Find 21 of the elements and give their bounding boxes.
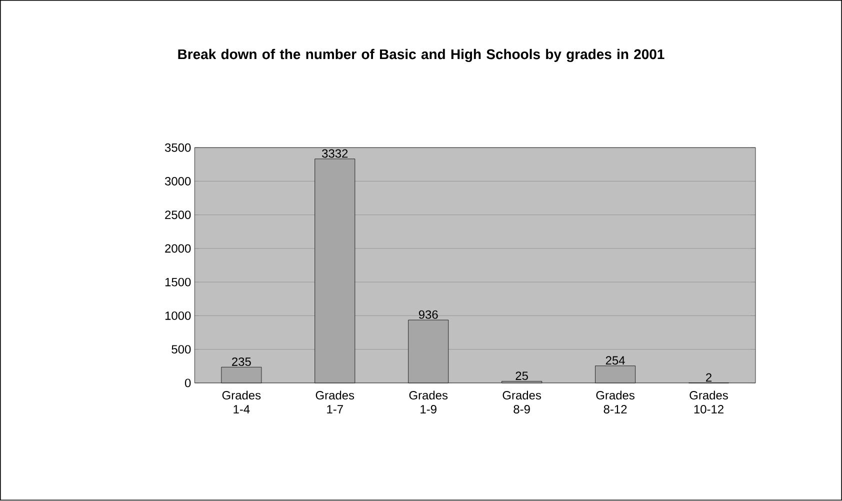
data-label: 2 [706,373,712,382]
x-tick-label: Grades 10-12 [690,390,728,414]
data-label: 936 [418,310,438,320]
chart-title: Break down of the number of Basic and High Schools by grades in 2001 [178,49,664,62]
x-tick-label: Grades 8-12 [596,390,634,414]
y-tick-label: 3000 [164,177,191,186]
y-tick-label: 0 [184,378,191,388]
y-tick-label: 2500 [165,210,191,220]
y-tick-label: 3500 [164,144,191,152]
x-tick-label: Grades 8-9 [502,390,542,414]
x-tick-label: Grades 1-9 [409,390,448,414]
y-tick-label: 1000 [165,312,191,320]
data-label: 254 [606,356,625,365]
y-tick-label: 500 [172,345,191,354]
y-tick-label: 2000 [165,244,191,253]
y-tick-label: 1500 [165,278,191,287]
x-tick-label: Grades 1-4 [222,390,261,414]
x-tick-label: Grades 1-7 [316,390,354,414]
data-label: 235 [232,358,251,366]
data-label: 3332 [322,149,348,158]
data-label: 25 [516,372,528,380]
